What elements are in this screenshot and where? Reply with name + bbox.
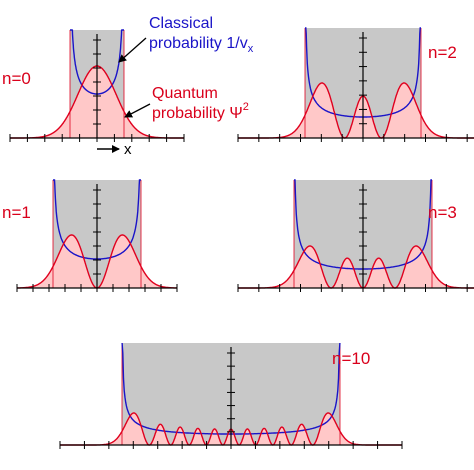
panel-n2	[237, 27, 474, 142]
label-n1: n=1	[2, 203, 31, 222]
label-n10: n=10	[332, 349, 370, 368]
y-axis	[359, 184, 367, 288]
y-axis	[93, 184, 101, 288]
label-n3: n=3	[428, 203, 457, 222]
classical-line2: probability 1/vx	[149, 35, 254, 55]
panel-n3	[237, 179, 474, 292]
quantum-line1: Quantum	[152, 85, 218, 102]
quantum-fill	[17, 235, 177, 288]
label-n0: n=0	[2, 69, 31, 88]
panel-n10	[59, 342, 403, 449]
y-axis	[359, 32, 367, 138]
classical-line1: Classical	[149, 15, 213, 32]
classical-subscript: x	[248, 43, 254, 55]
classical-annotation: Classical probability 1/vx	[118, 15, 254, 63]
panel-n1	[16, 179, 178, 292]
quantum-line2-main: probability Ψ	[152, 105, 243, 122]
x-axis-direction: x	[97, 141, 132, 158]
quantum-line2: probability Ψ2	[152, 101, 249, 122]
quantum-annotation: Quantum probability Ψ2	[124, 85, 249, 122]
quantum-fill	[238, 246, 474, 288]
panels-layer	[9, 27, 474, 449]
y-axis	[227, 347, 235, 445]
x-axis-label: x	[124, 141, 132, 158]
quantum-superscript: 2	[243, 101, 249, 113]
classical-arrow	[118, 37, 147, 63]
y-axis	[93, 34, 101, 138]
label-n2: n=2	[428, 43, 457, 62]
classical-line2-main: probability 1/v	[149, 35, 248, 52]
quantum-arrow	[124, 103, 151, 118]
panel-n0	[9, 29, 185, 142]
